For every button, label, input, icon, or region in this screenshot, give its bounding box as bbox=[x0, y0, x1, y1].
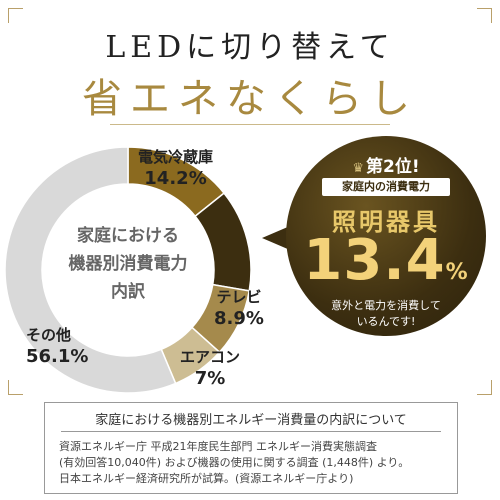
label-refrigerator-value: 14.2% bbox=[144, 168, 207, 189]
label-refrigerator-name: 電気冷蔵庫 bbox=[138, 148, 214, 166]
badge-rank-text: 第2位! bbox=[366, 157, 420, 177]
source-title: 家庭における機器別エネルギー消費量の内訳について bbox=[95, 413, 407, 428]
label-aircon-name: エアコン bbox=[180, 348, 241, 366]
source-line-3: 日本エネルギー経済研究所が試算。(資源エネルギー庁より) bbox=[59, 472, 354, 485]
donut-center-label: 家庭における 機器別消費電力 内訳 bbox=[58, 222, 198, 306]
donut-center-line-2: 機器別消費電力 bbox=[68, 254, 188, 274]
label-tv-name: テレビ bbox=[216, 288, 262, 306]
source-divider bbox=[61, 431, 441, 432]
source-line-2: (有効回答10,040件) および機器の使用に関する調査 (1,448件) より… bbox=[59, 456, 410, 469]
frame-corner-top-right bbox=[477, 8, 492, 23]
label-aircon: エアコン 7% bbox=[180, 346, 240, 390]
source-line-1: 資源エネルギー庁 平成21年度民生部門 エネルギー消費実態調査 bbox=[59, 440, 377, 453]
label-aircon-value: 7% bbox=[194, 368, 226, 389]
donut-center-line-3: 内訳 bbox=[111, 282, 145, 302]
heading-line-2: 省エネなくらし bbox=[82, 76, 418, 122]
donut-slice-4 bbox=[4, 146, 177, 394]
lighting-badge: ♛ 第2位! 家庭内の消費電力 照明器具 13.4% 意外と電力を消費して いるん… bbox=[286, 136, 486, 336]
badge-rank: ♛ 第2位! bbox=[286, 152, 486, 177]
label-other-name: その他 bbox=[26, 326, 72, 344]
donut-center-line-1: 家庭における bbox=[77, 226, 179, 246]
source-box: 家庭における機器別エネルギー消費量の内訳について 資源エネルギー庁 平成21年度… bbox=[44, 402, 458, 494]
label-tv: テレビ 8.9% bbox=[214, 286, 264, 330]
badge-number-unit: % bbox=[445, 260, 469, 285]
label-other: その他 56.1% bbox=[26, 324, 88, 368]
badge-pointer bbox=[262, 226, 290, 250]
frame-corner-top-left bbox=[8, 8, 23, 23]
label-tv-value: 8.9% bbox=[214, 308, 264, 329]
badge-note-line-2: いるんです! bbox=[356, 315, 416, 328]
heading-divider bbox=[110, 124, 390, 125]
badge-note: 意外と電力を消費して いるんです! bbox=[306, 298, 466, 330]
badge-subtitle: 家庭内の消費電力 bbox=[322, 178, 450, 196]
badge-item: 照明器具 bbox=[332, 208, 440, 236]
badge-note-line-1: 意外と電力を消費して bbox=[331, 299, 441, 312]
badge-number: 13.4% bbox=[286, 230, 486, 304]
frame-corner-bottom-right bbox=[477, 380, 492, 395]
label-other-value: 56.1% bbox=[26, 346, 89, 367]
source-lines: 資源エネルギー庁 平成21年度民生部門 エネルギー消費実態調査 (有効回答10,… bbox=[59, 439, 449, 487]
frame-corner-bottom-left bbox=[8, 380, 23, 395]
crown-icon: ♛ bbox=[352, 161, 365, 176]
heading-line-1: LEDに切り替えて bbox=[105, 30, 395, 65]
badge-number-value: 13.4 bbox=[303, 228, 446, 293]
label-refrigerator: 電気冷蔵庫 14.2% bbox=[138, 146, 213, 190]
